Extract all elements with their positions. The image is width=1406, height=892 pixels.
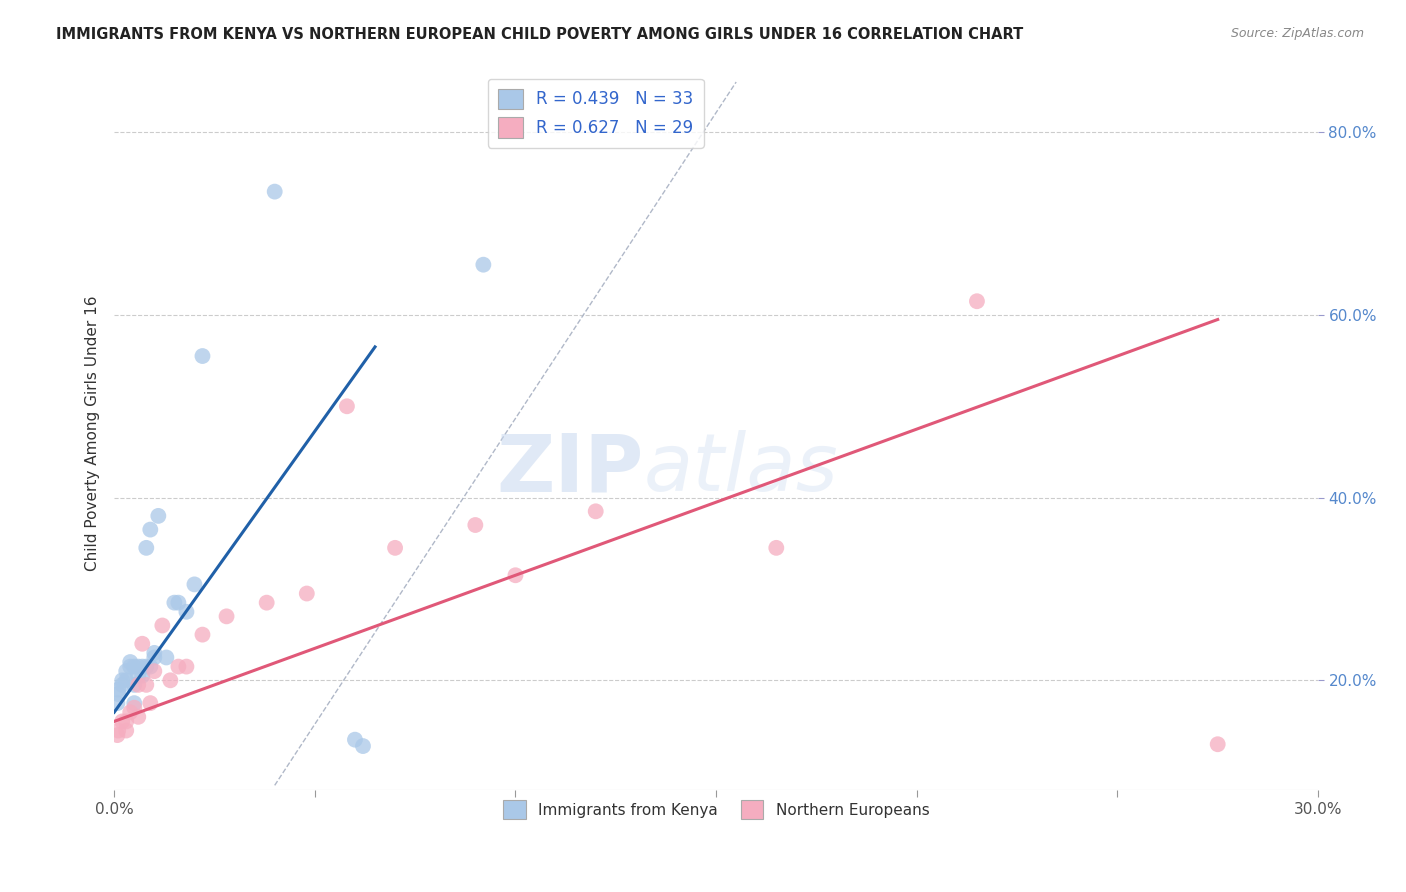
Point (127, 678, 149, 692)
Point (143, 650, 166, 665)
Point (352, 739, 374, 753)
Point (966, 294, 988, 309)
Point (183, 577, 205, 591)
Point (135, 541, 157, 555)
Point (139, 523, 162, 537)
Point (107, 723, 129, 738)
Point (127, 669, 149, 683)
Y-axis label: Child Poverty Among Girls Under 16: Child Poverty Among Girls Under 16 (86, 296, 100, 572)
Text: IMMIGRANTS FROM KENYA VS NORTHERN EUROPEAN CHILD POVERTY AMONG GIRLS UNDER 16 CO: IMMIGRANTS FROM KENYA VS NORTHERN EUROPE… (56, 27, 1024, 42)
Point (115, 673, 138, 688)
Point (135, 659, 157, 673)
Point (585, 504, 607, 518)
Point (167, 659, 190, 673)
Point (107, 682, 129, 697)
Point (127, 659, 149, 673)
Point (191, 349, 214, 363)
Point (111, 673, 134, 688)
Point (135, 678, 157, 692)
Point (105, 728, 128, 742)
Point (122, 659, 145, 673)
Point (120, 655, 142, 669)
Point (163, 596, 186, 610)
Point (115, 664, 138, 678)
Point (150, 618, 173, 632)
Point (148, 508, 170, 523)
Point (115, 714, 138, 729)
Point (122, 696, 145, 710)
Point (343, 732, 366, 747)
Point (120, 706, 142, 720)
Point (105, 696, 128, 710)
Point (191, 627, 214, 641)
Point (127, 710, 149, 724)
Point (159, 673, 181, 688)
Point (472, 258, 495, 272)
Point (139, 696, 162, 710)
Point (131, 669, 153, 683)
Point (215, 609, 238, 624)
Point (111, 678, 134, 692)
Point (139, 659, 162, 673)
Point (176, 605, 198, 619)
Text: Source: ZipAtlas.com: Source: ZipAtlas.com (1230, 27, 1364, 40)
Point (155, 650, 177, 665)
Point (765, 541, 787, 555)
Text: ZIP: ZIP (496, 430, 644, 508)
Point (295, 586, 318, 600)
Point (122, 700, 145, 714)
Point (122, 678, 145, 692)
Point (120, 659, 142, 673)
Point (176, 659, 198, 673)
Text: atlas: atlas (644, 430, 838, 508)
Legend: Immigrants from Kenya, Northern Europeans: Immigrants from Kenya, Northern European… (496, 794, 935, 825)
Point (111, 714, 134, 729)
Point (336, 399, 359, 413)
Point (464, 518, 486, 533)
Point (384, 541, 406, 555)
Point (167, 596, 190, 610)
Point (131, 659, 153, 673)
Point (131, 637, 153, 651)
Point (115, 723, 138, 738)
Point (1206, 737, 1229, 751)
Point (256, 596, 278, 610)
Point (263, 185, 285, 199)
Point (143, 646, 166, 660)
Point (107, 687, 129, 701)
Point (505, 568, 527, 582)
Point (143, 664, 166, 678)
